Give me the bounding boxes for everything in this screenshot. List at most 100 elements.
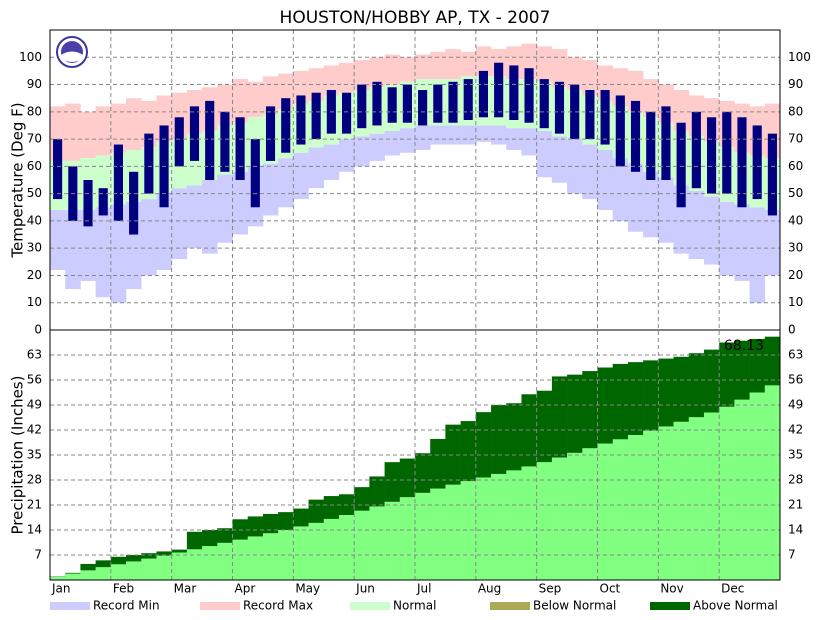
y-tick-label-right: 28 [788, 473, 803, 487]
observed-bar [281, 98, 291, 153]
y-tick-label: 0 [34, 323, 42, 337]
legend-label: Record Min [93, 599, 160, 613]
y-tick-label: 80 [27, 104, 42, 118]
y-tick-label-right: 20 [788, 268, 803, 282]
record-min-bar [688, 190, 705, 260]
above-normal-bar [171, 549, 188, 553]
normal-precip-bar [95, 567, 112, 580]
normal-precip-bar [65, 573, 81, 580]
legend-swatch [350, 602, 390, 610]
x-tick-label: Sep [539, 582, 562, 596]
observed-bar [418, 90, 428, 126]
frame [49, 29, 781, 581]
above-normal-bar [430, 438, 446, 489]
observed-bar [585, 90, 595, 140]
legend-label: Above Normal [693, 599, 778, 613]
record-max-bar [430, 51, 446, 80]
record-max-bar [247, 81, 264, 118]
normal-precip-bar [749, 392, 766, 580]
observed-bar [83, 180, 93, 227]
record-min-bar [491, 125, 507, 145]
y-tick-label: 30 [27, 241, 42, 255]
normal-precip-bar [536, 462, 553, 580]
y-tick-label-right: 10 [788, 295, 803, 309]
observed-bar [311, 92, 321, 140]
observed-bar [661, 106, 671, 180]
normal-precip-bar [247, 536, 264, 580]
above-normal-bar [703, 349, 720, 413]
record-min-bar [551, 136, 568, 183]
above-normal-bar [764, 336, 781, 386]
chart-title: HOUSTON/HOBBY AP, TX - 2007 [280, 8, 551, 28]
observed-bar [174, 117, 184, 167]
record-min-bar [95, 207, 112, 298]
record-max-bar [445, 49, 461, 80]
plot-area [50, 43, 781, 580]
normal-precip-bar [308, 522, 325, 580]
above-normal-bar [186, 531, 203, 550]
record-min-bar [171, 188, 188, 260]
record-max-bar [460, 51, 477, 77]
record-min-bar [141, 199, 157, 276]
above-normal-bar [141, 553, 157, 559]
above-normal-bar [612, 363, 629, 440]
above-normal-bar [80, 563, 96, 571]
observed-bar [722, 111, 732, 194]
above-normal-bar [582, 371, 598, 449]
normal-precip-bar [217, 542, 233, 580]
record-min-bar [612, 158, 629, 221]
normal-precip-bar [323, 518, 340, 580]
record-min-bar [658, 177, 674, 243]
record-max-bar [110, 103, 127, 153]
above-normal-bar [643, 360, 659, 431]
record-max-bar [567, 57, 583, 90]
normal-precip-bar [673, 421, 690, 580]
record-min-bar [415, 125, 431, 150]
y-tick-label: 90 [27, 77, 42, 91]
record-min-bar [627, 163, 644, 232]
x-tick-label: Aug [478, 582, 501, 596]
observed-bar [463, 79, 473, 120]
y-tick-label-right: 60 [788, 159, 803, 173]
observed-bar [296, 95, 306, 145]
above-normal-bar [95, 560, 112, 568]
y-tick-label-right: 70 [788, 132, 803, 146]
normal-precip-bar [506, 470, 522, 580]
record-max-bar [582, 60, 598, 96]
above-normal-bar [262, 513, 279, 534]
record-min-bar [734, 204, 750, 281]
normal-precip-bar [445, 484, 461, 580]
above-normal-bar [217, 528, 233, 543]
normal-precip-bar [521, 466, 537, 580]
observed-bar [433, 84, 443, 123]
observed-bar [524, 68, 534, 123]
observed-bar [387, 87, 397, 123]
above-normal-bar [749, 338, 766, 393]
normal-precip-bar [567, 452, 583, 580]
observed-bar [600, 90, 610, 145]
y-tick-label: 14 [27, 523, 42, 537]
record-max-bar [323, 65, 340, 96]
observed-bar [220, 111, 230, 172]
observed-bar [570, 84, 580, 140]
y-tick-label: 20 [27, 268, 42, 282]
record-min-bar [764, 210, 781, 276]
normal-precip-bar [491, 473, 507, 580]
y-tick-label-right: 40 [788, 213, 803, 227]
record-min-bar [460, 125, 477, 145]
x-tick-label: Apr [235, 582, 256, 596]
legend-label: Normal [393, 599, 436, 613]
above-normal-bar [506, 403, 522, 471]
observed-bar [235, 117, 245, 180]
normal-precip-bar [80, 570, 96, 580]
observed-bar [615, 95, 625, 167]
y-tick-label-right: 56 [788, 373, 803, 387]
record-max-bar [95, 106, 112, 156]
above-normal-bar [688, 353, 705, 418]
record-min-bar [323, 144, 340, 180]
normal-precip-bar [399, 497, 416, 580]
normal-precip-bar [719, 406, 735, 580]
x-tick-label: Feb [113, 582, 134, 596]
record-min-bar [703, 196, 720, 265]
